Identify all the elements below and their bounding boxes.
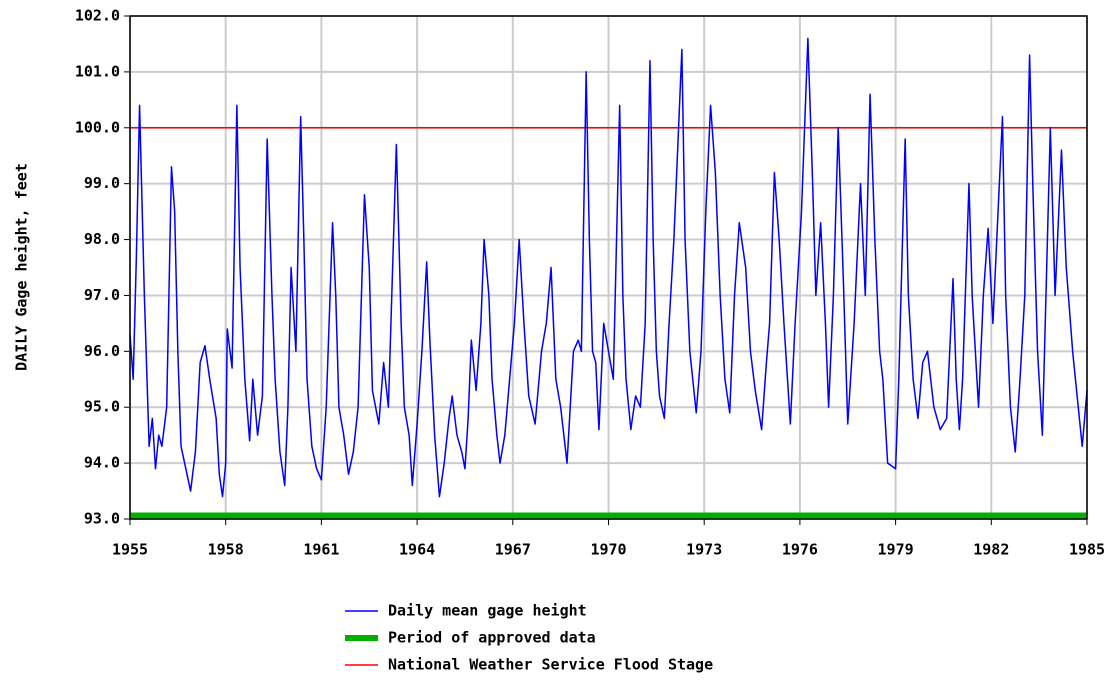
y-tick-label: 101.0: [75, 62, 120, 80]
y-axis-title: DAILY Gage height, feet: [13, 163, 31, 371]
y-tick-label: 98.0: [84, 230, 120, 248]
x-tick-label: 1979: [878, 541, 914, 559]
y-tick-label: 100.0: [75, 118, 120, 136]
x-tick-label: 1958: [208, 541, 244, 559]
x-tick-label: 1982: [973, 541, 1009, 559]
legend-label: National Weather Service Flood Stage: [388, 656, 713, 674]
y-tick-label: 102.0: [75, 7, 120, 25]
y-tick-label: 95.0: [84, 398, 120, 416]
legend-label: Period of approved data: [388, 629, 596, 647]
x-tick-label: 1973: [686, 541, 722, 559]
x-tick-label: 1961: [303, 541, 339, 559]
legend-label: Daily mean gage height: [388, 602, 587, 620]
y-tick-label: 97.0: [84, 286, 120, 304]
plot-border: [129, 15, 1088, 520]
x-tick-label: 1976: [782, 541, 818, 559]
y-tick-label: 93.0: [84, 510, 120, 528]
x-tick-label: 1970: [590, 541, 626, 559]
y-tick-label: 99.0: [84, 174, 120, 192]
x-tick-label: 1967: [495, 541, 531, 559]
x-tick-label: 1955: [112, 541, 148, 559]
y-tick-label: 96.0: [84, 342, 120, 360]
data-line: [129, 37, 1088, 498]
x-tick-label: 1985: [1069, 541, 1105, 559]
x-tick-label: 1964: [399, 541, 435, 559]
y-tick-label: 94.0: [84, 454, 120, 472]
